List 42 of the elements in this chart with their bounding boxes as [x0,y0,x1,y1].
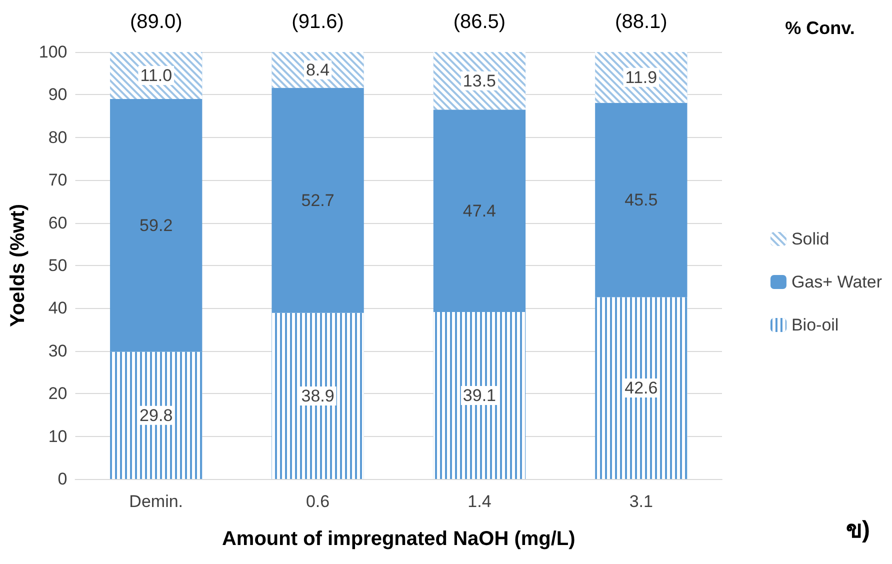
data-label: 39.1 [462,386,496,406]
data-label: 42.6 [624,378,658,398]
data-label: 38.9 [301,386,334,406]
y-tick-label: 50 [48,256,68,275]
text: (86.5) [453,11,506,33]
y-tick-label: 90 [48,85,68,104]
text: (89.0) [130,11,182,33]
y-tick-label: 0 [58,470,68,488]
data-label: 11.0 [140,66,172,85]
bar [272,88,364,313]
bar [595,102,688,298]
data-label: 8.4 [306,60,330,80]
data-label: 47.4 [462,201,496,220]
data-label: 52.7 [301,190,334,210]
x-axis-title: Amount of impregnated NaOH (mg/L) [222,528,576,550]
y-tick-label: 80 [48,128,68,147]
y-tick-label: 30 [48,341,68,360]
legend-label: Gas+ Water [791,272,882,292]
y-tick-label: 20 [48,384,68,404]
x-tick-label: Demin. [129,492,184,511]
y-tick-label: 100 [38,42,68,62]
x-tick-label: 3.1 [629,492,653,511]
y-tick-label: 10 [48,426,68,446]
data-label: 29.8 [140,406,173,425]
y-axis-title: Yoelds (%wt) [7,204,29,327]
text: (91.6) [292,11,344,33]
text: (88.1) [615,11,668,33]
data-label: 59.2 [140,216,173,235]
y-tick-label: 70 [48,170,68,190]
bar [110,98,202,352]
x-tick-label: 0.6 [306,492,330,511]
data-label: 45.5 [624,190,658,210]
y-tick-label: 60 [48,213,68,232]
text: % Conv. [785,18,855,38]
x-tick-label: 1.4 [468,492,492,511]
text: ข) [846,516,870,544]
bar [433,110,526,312]
data-label: 11.9 [625,68,658,87]
y-tick-label: 40 [48,298,68,318]
legend-label: Solid [791,230,830,248]
data-label: 13.5 [462,71,496,90]
legend-label: Bio-oil [791,316,839,334]
